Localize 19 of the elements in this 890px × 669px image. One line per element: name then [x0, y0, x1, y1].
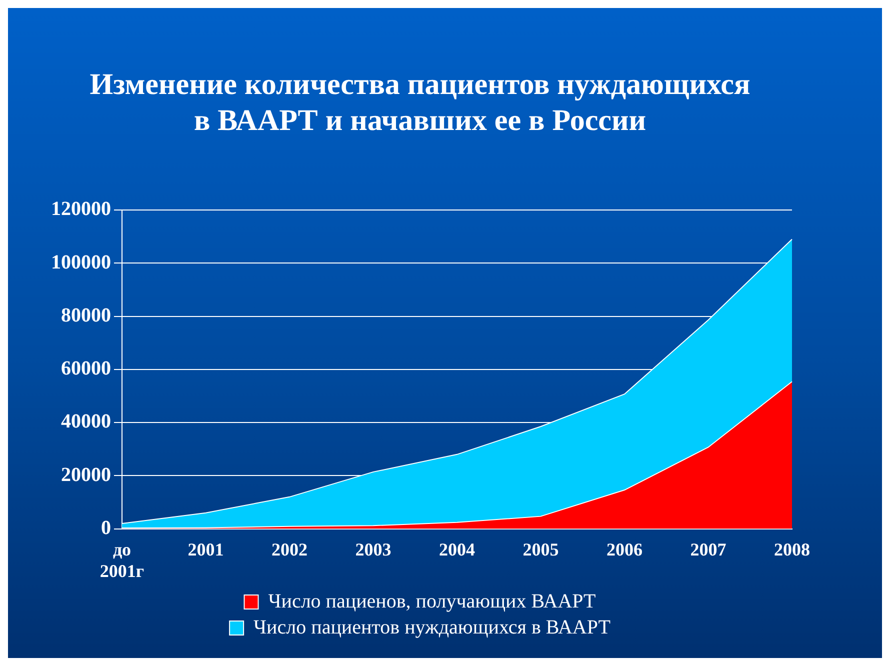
y-tick-label: 120000 [51, 198, 111, 220]
y-tick-label: 40000 [61, 410, 111, 433]
y-tick-label: 80000 [61, 304, 111, 326]
legend-label: Число пациенов, получающих ВААРТ [268, 590, 596, 612]
y-tick-label: 100000 [51, 251, 111, 274]
x-tick-label: 2005 [522, 539, 559, 560]
x-tick-label: 2003 [355, 539, 392, 560]
x-tick-label: 2008 [774, 539, 810, 560]
legend-label: Число пациентов нуждающихся в ВААРТ [254, 616, 610, 638]
x-tick-label: 2002 [272, 539, 308, 560]
x-tick-label: 2007 [690, 539, 726, 560]
y-tick-label: 20000 [61, 464, 111, 486]
x-tick-label: 2001 [188, 539, 224, 560]
chart-title: Изменение количества пациентов нуждающихся в ВААРТ и начавших ее в России [90, 68, 750, 137]
y-tick-label: 0 [101, 516, 111, 539]
x-tick-label: до 2001г [100, 539, 144, 581]
x-tick-label: 2006 [606, 539, 642, 560]
x-tick-label: 2004 [439, 539, 475, 560]
y-tick-label: 60000 [61, 358, 111, 380]
